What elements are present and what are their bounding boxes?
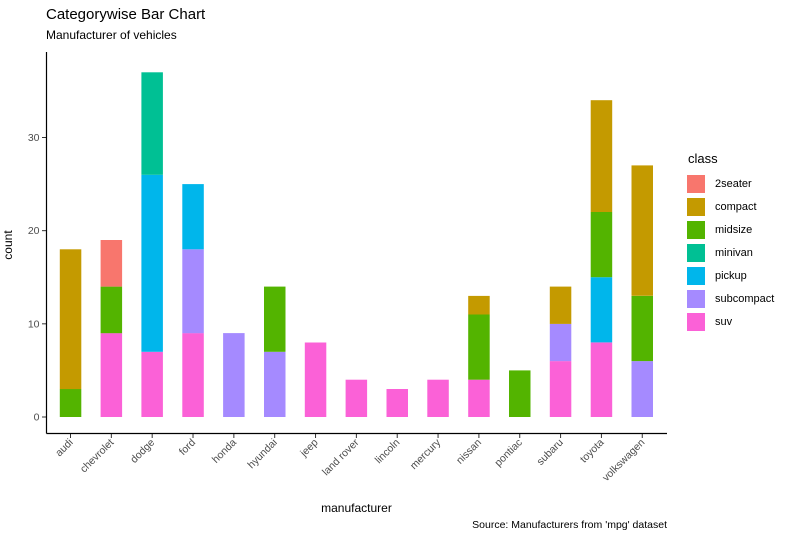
bar-segment-toyota-suv [590, 342, 613, 417]
bar-segment-subaru-compact [549, 286, 572, 324]
legend-swatch-pickup [687, 267, 705, 285]
x-tick-label-volkswagen: volkswagen [600, 437, 647, 484]
x-tick-label-audi: audi [53, 437, 76, 460]
legend-swatch-2seater [687, 175, 705, 193]
legend-label-midsize: midsize [715, 224, 753, 236]
x-tick-label-nissan: nissan [454, 437, 484, 467]
legend-item-compact: compact [687, 198, 774, 216]
bar-segment-land-rover-suv [345, 379, 368, 417]
chart-title: Categorywise Bar Chart [46, 6, 206, 23]
legend-label-pickup: pickup [715, 270, 747, 282]
chart-subtitle: Manufacturer of vehicles [46, 28, 177, 42]
legend-title: class [688, 151, 718, 166]
bar-segment-subaru-suv [549, 361, 572, 417]
bar-segment-hyundai-subcompact [264, 351, 286, 417]
bar-segment-audi-compact [59, 249, 82, 390]
bar-segment-nissan-compact [468, 295, 490, 315]
chart-caption: Source: Manufacturers from 'mpg' dataset [472, 519, 667, 531]
legend-label-minivan: minivan [715, 247, 753, 259]
bar-segment-chevrolet-midsize [100, 286, 123, 334]
legend-label-subcompact: subcompact [715, 293, 775, 305]
bar-segment-mercury-suv [427, 379, 449, 417]
x-tick-label-subaru: subaru [535, 437, 566, 468]
x-tick-label-ford: ford [177, 437, 198, 458]
bar-segment-ford-pickup [182, 184, 204, 250]
legend-items: 2seater compact midsize minivan pickup subcom… [687, 175, 774, 331]
legend-label-compact: compact [715, 201, 757, 213]
bar-segment-chevrolet-suv [100, 333, 123, 417]
legend-swatch-subcompact [687, 290, 705, 308]
bar-segment-toyota-compact [590, 100, 613, 212]
bar-segment-dodge-minivan [141, 72, 163, 175]
x-tick-label-jeep: jeep [297, 437, 320, 460]
bar-segment-pontiac-midsize [509, 370, 531, 417]
x-tick-label-pontiac: pontiac [492, 437, 524, 469]
y-tick-label-20: 20 [28, 225, 40, 237]
bar-segment-hyundai-midsize [264, 286, 286, 352]
legend-swatch-compact [687, 198, 705, 216]
x-tick-label-dodge: dodge [128, 437, 157, 466]
bar-segment-ford-subcompact [182, 249, 204, 334]
bar-segment-dodge-pickup [141, 174, 163, 352]
x-tick-label-land-rover: land rover [320, 436, 362, 478]
bar-segment-ford-suv [182, 333, 204, 417]
x-tick-label-hyundai: hyundai [245, 437, 279, 471]
x-tick-label-lincoln: lincoln [373, 437, 403, 467]
bar-segment-nissan-midsize [468, 314, 490, 380]
x-tick-label-toyota: toyota [578, 437, 607, 466]
bar-segment-volkswagen-midsize [631, 295, 653, 362]
y-tick-label-10: 10 [28, 318, 40, 330]
legend-swatch-suv [687, 313, 705, 331]
y-tick-label-0: 0 [34, 412, 40, 424]
legend-item-2seater: 2seater [687, 175, 774, 193]
legend-label-suv: suv [715, 316, 733, 328]
legend-swatch-midsize [687, 221, 705, 239]
bar-segment-subaru-subcompact [549, 323, 572, 362]
bar-segment-audi-midsize [59, 389, 82, 417]
legend-item-suv: suv [687, 313, 774, 331]
bar-segment-nissan-suv [468, 379, 490, 417]
bar-segment-honda-subcompact [223, 333, 245, 417]
bar-segment-toyota-pickup [590, 277, 613, 343]
bar-segment-lincoln-suv [386, 389, 408, 417]
legend: class 2seater compact midsize minivan pickup… [687, 151, 774, 336]
y-axis-title: count [1, 230, 15, 260]
bar-segment-volkswagen-compact [631, 165, 653, 296]
legend-swatch-minivan [687, 244, 705, 262]
legend-item-pickup: pickup [687, 267, 774, 285]
legend-item-minivan: minivan [687, 244, 774, 262]
x-axis-title: manufacturer [321, 501, 392, 515]
bar-segment-volkswagen-subcompact [631, 361, 653, 417]
x-tick-label-honda: honda [210, 437, 239, 466]
bar-segment-dodge-suv [141, 351, 163, 417]
legend-item-midsize: midsize [687, 221, 774, 239]
bar-segment-jeep-suv [304, 342, 327, 417]
bar-segment-toyota-midsize [590, 212, 613, 278]
legend-item-subcompact: subcompact [687, 290, 774, 308]
legend-label-2seater: 2seater [715, 178, 752, 190]
x-tick-label-mercury: mercury [408, 436, 444, 472]
bar-segment-chevrolet-2seater [100, 240, 123, 287]
y-tick-label-30: 30 [28, 132, 40, 144]
x-tick-label-chevrolet: chevrolet [78, 437, 117, 476]
